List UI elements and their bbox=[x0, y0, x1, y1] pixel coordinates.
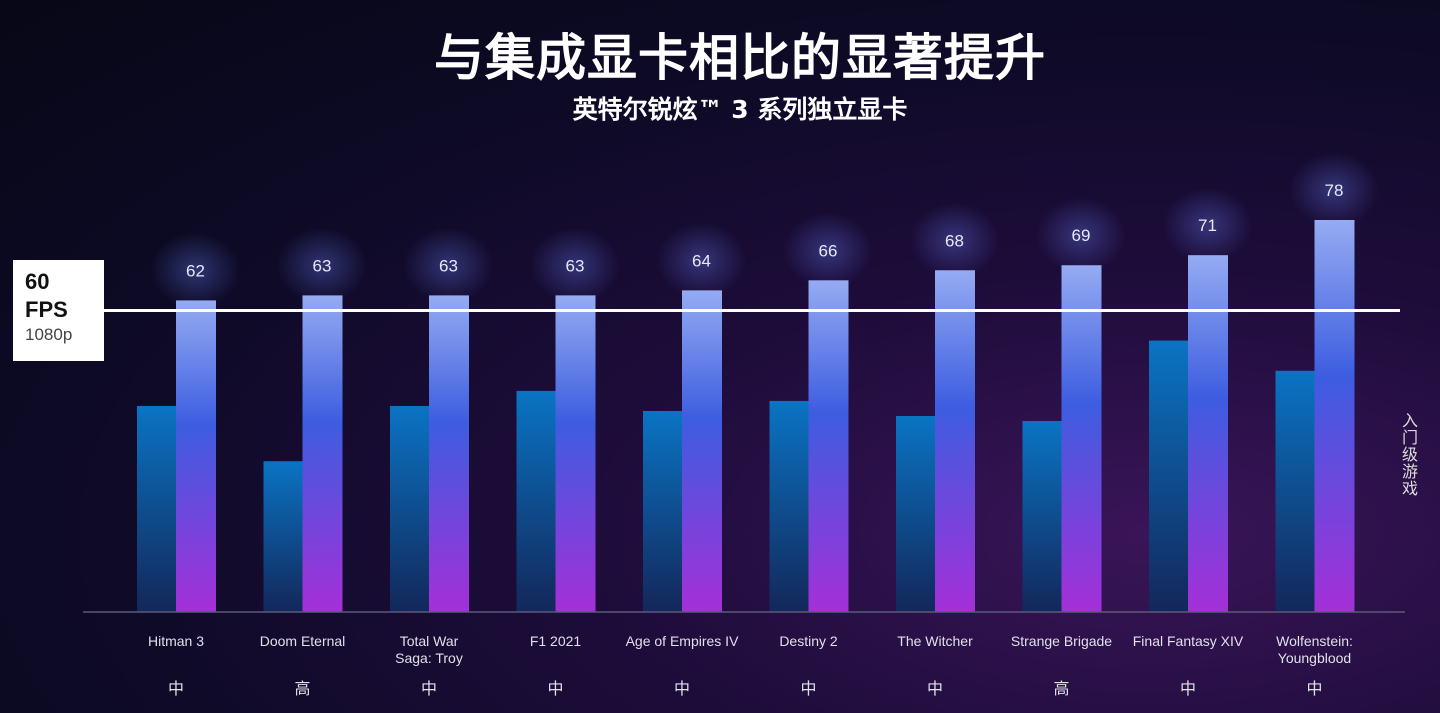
data-label-5: 66 bbox=[819, 241, 838, 260]
reference-resolution: 1080p bbox=[25, 325, 73, 344]
bar-integrated-8 bbox=[1149, 340, 1188, 612]
data-label-3: 63 bbox=[566, 256, 585, 275]
chart-title: 与集成显卡相比的显著提升 bbox=[434, 29, 1046, 87]
bar-arc-1 bbox=[302, 295, 343, 612]
label-glow bbox=[1289, 152, 1379, 228]
category-label-3: F1 2021 bbox=[530, 633, 582, 649]
bar-integrated-1 bbox=[263, 461, 303, 612]
category-label-2: Total War bbox=[400, 633, 459, 649]
bar-arc-3 bbox=[555, 295, 596, 612]
bar-arc-2 bbox=[429, 295, 469, 612]
data-label-7: 69 bbox=[1072, 226, 1091, 245]
data-label-9: 78 bbox=[1325, 181, 1344, 200]
reference-value: 60 bbox=[25, 269, 50, 294]
setting-label-0: 中 bbox=[168, 679, 184, 698]
setting-label-2: 中 bbox=[421, 679, 437, 698]
chart-subtitle: 英特尔锐炫™ 3 系列独立显卡 bbox=[572, 95, 908, 124]
bar-arc-4 bbox=[682, 290, 722, 612]
data-label-8: 71 bbox=[1198, 216, 1217, 235]
label-glow bbox=[656, 222, 747, 299]
setting-label-7: 高 bbox=[1053, 679, 1069, 698]
side-category-label: 入门级游戏 bbox=[1399, 412, 1418, 497]
category-label-9: Youngblood bbox=[1278, 650, 1351, 666]
category-label-7: Strange Brigade bbox=[1011, 633, 1112, 649]
category-label-8: Final Fantasy XIV bbox=[1133, 633, 1244, 649]
reference-label-box: 60 FPS 1080p bbox=[13, 260, 104, 361]
bar-integrated-3 bbox=[516, 390, 556, 612]
category-label-1: Doom Eternal bbox=[260, 633, 346, 649]
category-label-6: The Witcher bbox=[897, 633, 973, 649]
label-glow bbox=[530, 227, 620, 304]
reference-unit: FPS bbox=[25, 297, 68, 322]
bar-integrated-5 bbox=[769, 400, 809, 612]
label-glow bbox=[1036, 197, 1126, 274]
bar-arc-7 bbox=[1061, 265, 1102, 612]
bar-integrated-4 bbox=[643, 410, 682, 612]
label-glow bbox=[403, 227, 494, 304]
bar-integrated-7 bbox=[1022, 421, 1062, 612]
setting-label-8: 中 bbox=[1180, 679, 1196, 698]
bar-arc-8 bbox=[1188, 255, 1228, 612]
category-label-0: Hitman 3 bbox=[148, 633, 204, 649]
label-glow bbox=[909, 202, 1000, 279]
data-label-6: 68 bbox=[945, 231, 964, 250]
data-label-1: 63 bbox=[313, 256, 332, 275]
bar-integrated-6 bbox=[896, 416, 935, 612]
label-glow bbox=[150, 232, 241, 309]
setting-label-3: 中 bbox=[547, 679, 563, 698]
setting-label-5: 中 bbox=[800, 679, 816, 698]
bar-arc-6 bbox=[935, 270, 975, 612]
data-label-0: 62 bbox=[186, 261, 205, 280]
data-label-2: 63 bbox=[439, 256, 458, 275]
bar-arc-5 bbox=[808, 280, 849, 612]
category-label-9: Wolfenstein: bbox=[1276, 633, 1353, 649]
label-glow bbox=[783, 212, 873, 289]
label-glow bbox=[277, 227, 367, 304]
bar-arc-9 bbox=[1314, 220, 1355, 612]
label-glow bbox=[1162, 187, 1253, 264]
bar-integrated-2 bbox=[390, 405, 429, 612]
setting-label-1: 高 bbox=[294, 679, 310, 698]
category-label-4: Age of Empires IV bbox=[626, 633, 739, 649]
setting-label-6: 中 bbox=[927, 679, 943, 698]
bar-integrated-0 bbox=[137, 405, 176, 612]
bar-arc-0 bbox=[176, 300, 216, 612]
category-label-5: Destiny 2 bbox=[779, 633, 838, 649]
data-label-4: 64 bbox=[692, 251, 711, 270]
setting-label-4: 中 bbox=[674, 679, 690, 698]
bar-integrated-9 bbox=[1275, 370, 1315, 612]
category-label-2: Saga: Troy bbox=[395, 650, 463, 666]
setting-label-9: 中 bbox=[1306, 679, 1322, 698]
